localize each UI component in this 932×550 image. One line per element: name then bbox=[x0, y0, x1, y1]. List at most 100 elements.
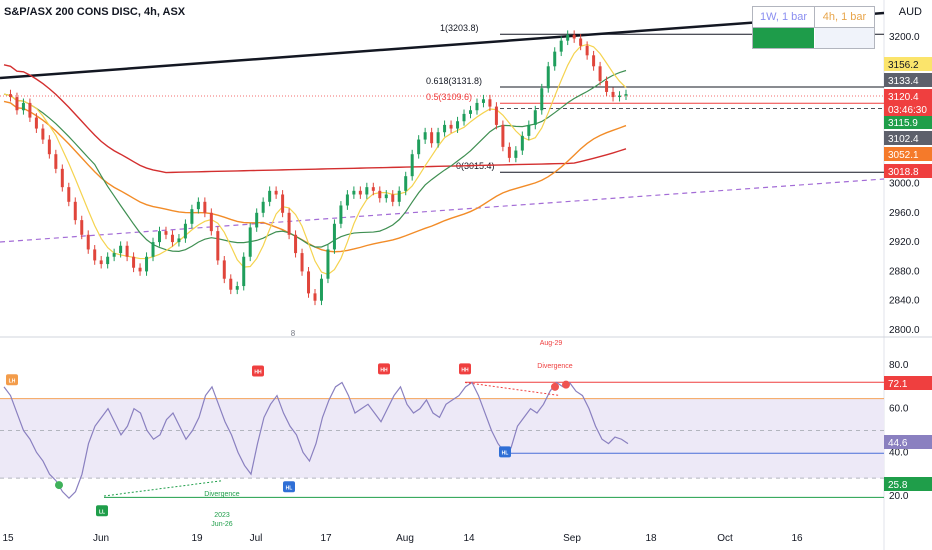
price-label-box bbox=[884, 115, 932, 129]
time-tick-label: Jul bbox=[250, 533, 263, 544]
rsi-marker-label: HH bbox=[254, 370, 262, 376]
price-label-box bbox=[884, 147, 932, 161]
candle-body bbox=[21, 102, 25, 111]
candle-body bbox=[417, 139, 421, 155]
candle-body bbox=[358, 190, 362, 195]
candle-body bbox=[475, 102, 479, 111]
candle-body bbox=[566, 34, 570, 41]
rsi-level-text: 25.8 bbox=[888, 480, 908, 491]
price-tick-label: 2840.0 bbox=[889, 296, 920, 307]
candle-body bbox=[520, 135, 524, 151]
rsi-level-text: 72.1 bbox=[888, 379, 908, 390]
timeframe-1w-cell[interactable]: 1W, 1 bar bbox=[753, 7, 815, 28]
candle-body bbox=[300, 253, 304, 272]
candle-body bbox=[307, 271, 311, 294]
candle-body bbox=[365, 187, 369, 195]
rsi-level-box bbox=[884, 435, 932, 449]
ma-mid-line bbox=[3, 69, 627, 252]
support-trendline bbox=[0, 178, 885, 243]
candle-body bbox=[319, 278, 323, 301]
candle-body bbox=[209, 212, 213, 232]
date-label-aug: Aug-29 bbox=[540, 340, 563, 347]
candle-body bbox=[456, 121, 460, 129]
candle-body bbox=[287, 212, 291, 235]
candle-body bbox=[229, 278, 233, 290]
price-label-text: 3133.4 bbox=[888, 76, 919, 87]
candle-body bbox=[469, 110, 472, 114]
rsi-marker-box bbox=[96, 505, 108, 517]
timeframe-4h-cell[interactable]: 4h, 1 bar bbox=[815, 7, 874, 28]
candle-body bbox=[274, 190, 278, 195]
candle-body bbox=[15, 97, 19, 111]
candle-body bbox=[28, 102, 32, 118]
time-tick-label: 16 bbox=[791, 533, 803, 544]
candle-body bbox=[216, 231, 220, 261]
candle-body bbox=[119, 245, 123, 254]
price-label-box bbox=[884, 131, 932, 145]
candle-body bbox=[106, 256, 110, 265]
price-label-text: 3018.8 bbox=[888, 167, 919, 178]
timeframe-hover-box[interactable]: 1W, 1 bar 4h, 1 bar bbox=[752, 6, 875, 49]
candle-body bbox=[391, 194, 395, 202]
time-tick-label: 17 bbox=[320, 533, 332, 544]
fib-label-0.5: 0.5(3109.6) bbox=[426, 92, 472, 102]
price-label-text: 3156.2 bbox=[888, 60, 919, 71]
rsi-marker-label: LL bbox=[99, 509, 105, 515]
candle-body bbox=[494, 106, 498, 125]
year-label: 2023 bbox=[214, 512, 230, 519]
rsi-marker-box bbox=[252, 365, 264, 377]
candle-body bbox=[507, 146, 511, 158]
candle-body bbox=[132, 256, 136, 268]
candle-body bbox=[605, 80, 609, 92]
ma-long-line bbox=[3, 64, 627, 174]
candle-body bbox=[242, 256, 246, 287]
rsi-marker-label: HL bbox=[286, 485, 293, 491]
candle-body bbox=[158, 231, 161, 243]
candle-body bbox=[93, 249, 97, 261]
divergence-point bbox=[562, 380, 570, 389]
fib-label-1: 1(3203.8) bbox=[440, 23, 479, 33]
candle-body bbox=[203, 201, 207, 213]
candle-body bbox=[579, 38, 583, 46]
candle-body bbox=[268, 190, 272, 202]
rsi-band bbox=[0, 398, 884, 479]
ma-fast-line bbox=[3, 43, 627, 276]
candle-body bbox=[313, 293, 317, 301]
price-label-text: 3115.9 bbox=[888, 118, 918, 129]
candle-body bbox=[80, 220, 84, 235]
candle-body bbox=[190, 209, 194, 224]
candle-body bbox=[73, 201, 77, 221]
candle-body bbox=[488, 99, 492, 107]
rsi-level-box bbox=[884, 477, 932, 491]
candle-body bbox=[501, 124, 505, 147]
candle-body bbox=[462, 113, 466, 122]
candle-body bbox=[540, 88, 544, 111]
candle-body bbox=[326, 249, 330, 279]
candle-body bbox=[546, 66, 550, 89]
price-tick-label: 2800.0 bbox=[889, 325, 920, 336]
chart-title: S&P/ASX 200 CONS DISC, 4h, ASX bbox=[4, 6, 186, 18]
candle-body bbox=[352, 190, 356, 195]
candle-body bbox=[183, 223, 187, 239]
candle-body bbox=[86, 234, 90, 250]
candle-body bbox=[481, 99, 485, 103]
price-tick-label: 2880.0 bbox=[889, 266, 920, 277]
candle-body bbox=[8, 94, 12, 98]
rsi-line bbox=[3, 381, 629, 500]
bottom-annotation: 8 bbox=[291, 329, 296, 338]
rsi-level-text: 44.6 bbox=[888, 438, 908, 449]
candle-body bbox=[196, 201, 200, 210]
candle-body bbox=[436, 132, 440, 144]
candle-body bbox=[60, 168, 64, 188]
time-tick-label: Jun bbox=[93, 533, 109, 544]
rsi-marker-label: HH bbox=[380, 367, 388, 373]
candle-body bbox=[443, 124, 447, 133]
timeframe-4h-swatch bbox=[815, 28, 874, 48]
candle-body bbox=[592, 55, 596, 67]
candle-body bbox=[332, 223, 336, 250]
candle-body bbox=[151, 242, 155, 257]
price-label-text: 3052.1 bbox=[888, 150, 919, 161]
time-tick-label: 19 bbox=[191, 533, 203, 544]
rsi-tick-label: 40.0 bbox=[889, 447, 909, 458]
